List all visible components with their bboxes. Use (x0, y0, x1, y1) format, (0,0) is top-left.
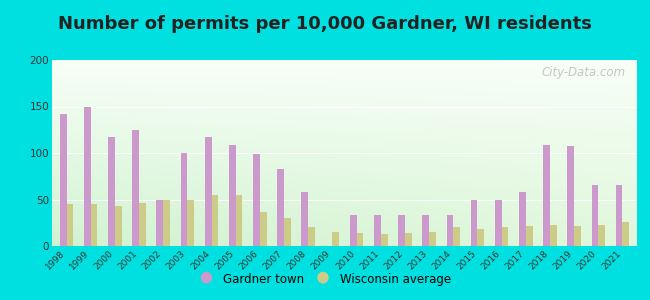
Bar (453, 227, 460, 246)
Bar (60, 114, 66, 246)
Bar (422, 215, 429, 246)
Legend: Gardner town, Wisconsin average: Gardner town, Wisconsin average (194, 269, 456, 291)
Bar (84, 106, 91, 246)
Bar (66, 204, 73, 246)
Bar (598, 225, 605, 246)
Bar (132, 130, 139, 246)
Bar (543, 145, 550, 246)
Bar (471, 200, 478, 246)
Bar (374, 215, 381, 246)
Bar (308, 227, 315, 246)
Bar (332, 232, 339, 246)
Bar (574, 226, 581, 246)
Bar (284, 218, 291, 246)
Bar (502, 227, 508, 246)
Bar (253, 154, 260, 246)
Bar (616, 184, 623, 246)
Bar (495, 200, 502, 246)
Bar (350, 215, 357, 246)
Bar (526, 226, 532, 246)
Bar (115, 206, 122, 246)
Bar (260, 212, 266, 246)
Bar (139, 203, 146, 246)
Text: City-Data.com: City-Data.com (541, 66, 625, 79)
Bar (405, 233, 411, 246)
Bar (211, 195, 218, 246)
Text: Number of permits per 10,000 Gardner, WI residents: Number of permits per 10,000 Gardner, WI… (58, 15, 592, 33)
Bar (381, 234, 387, 246)
Bar (302, 192, 308, 246)
Bar (181, 153, 187, 246)
Bar (205, 137, 211, 246)
Bar (278, 169, 284, 246)
Bar (163, 200, 170, 246)
Bar (91, 204, 98, 246)
Bar (623, 222, 629, 246)
Bar (157, 200, 163, 246)
Bar (447, 215, 453, 246)
Bar (567, 146, 574, 246)
Bar (229, 145, 236, 246)
Bar (398, 215, 405, 246)
Bar (519, 192, 526, 246)
Bar (187, 200, 194, 246)
Bar (478, 229, 484, 246)
Bar (357, 233, 363, 246)
Bar (550, 225, 557, 246)
Bar (429, 232, 436, 246)
Bar (236, 195, 242, 246)
Bar (108, 137, 115, 246)
Bar (592, 184, 598, 246)
